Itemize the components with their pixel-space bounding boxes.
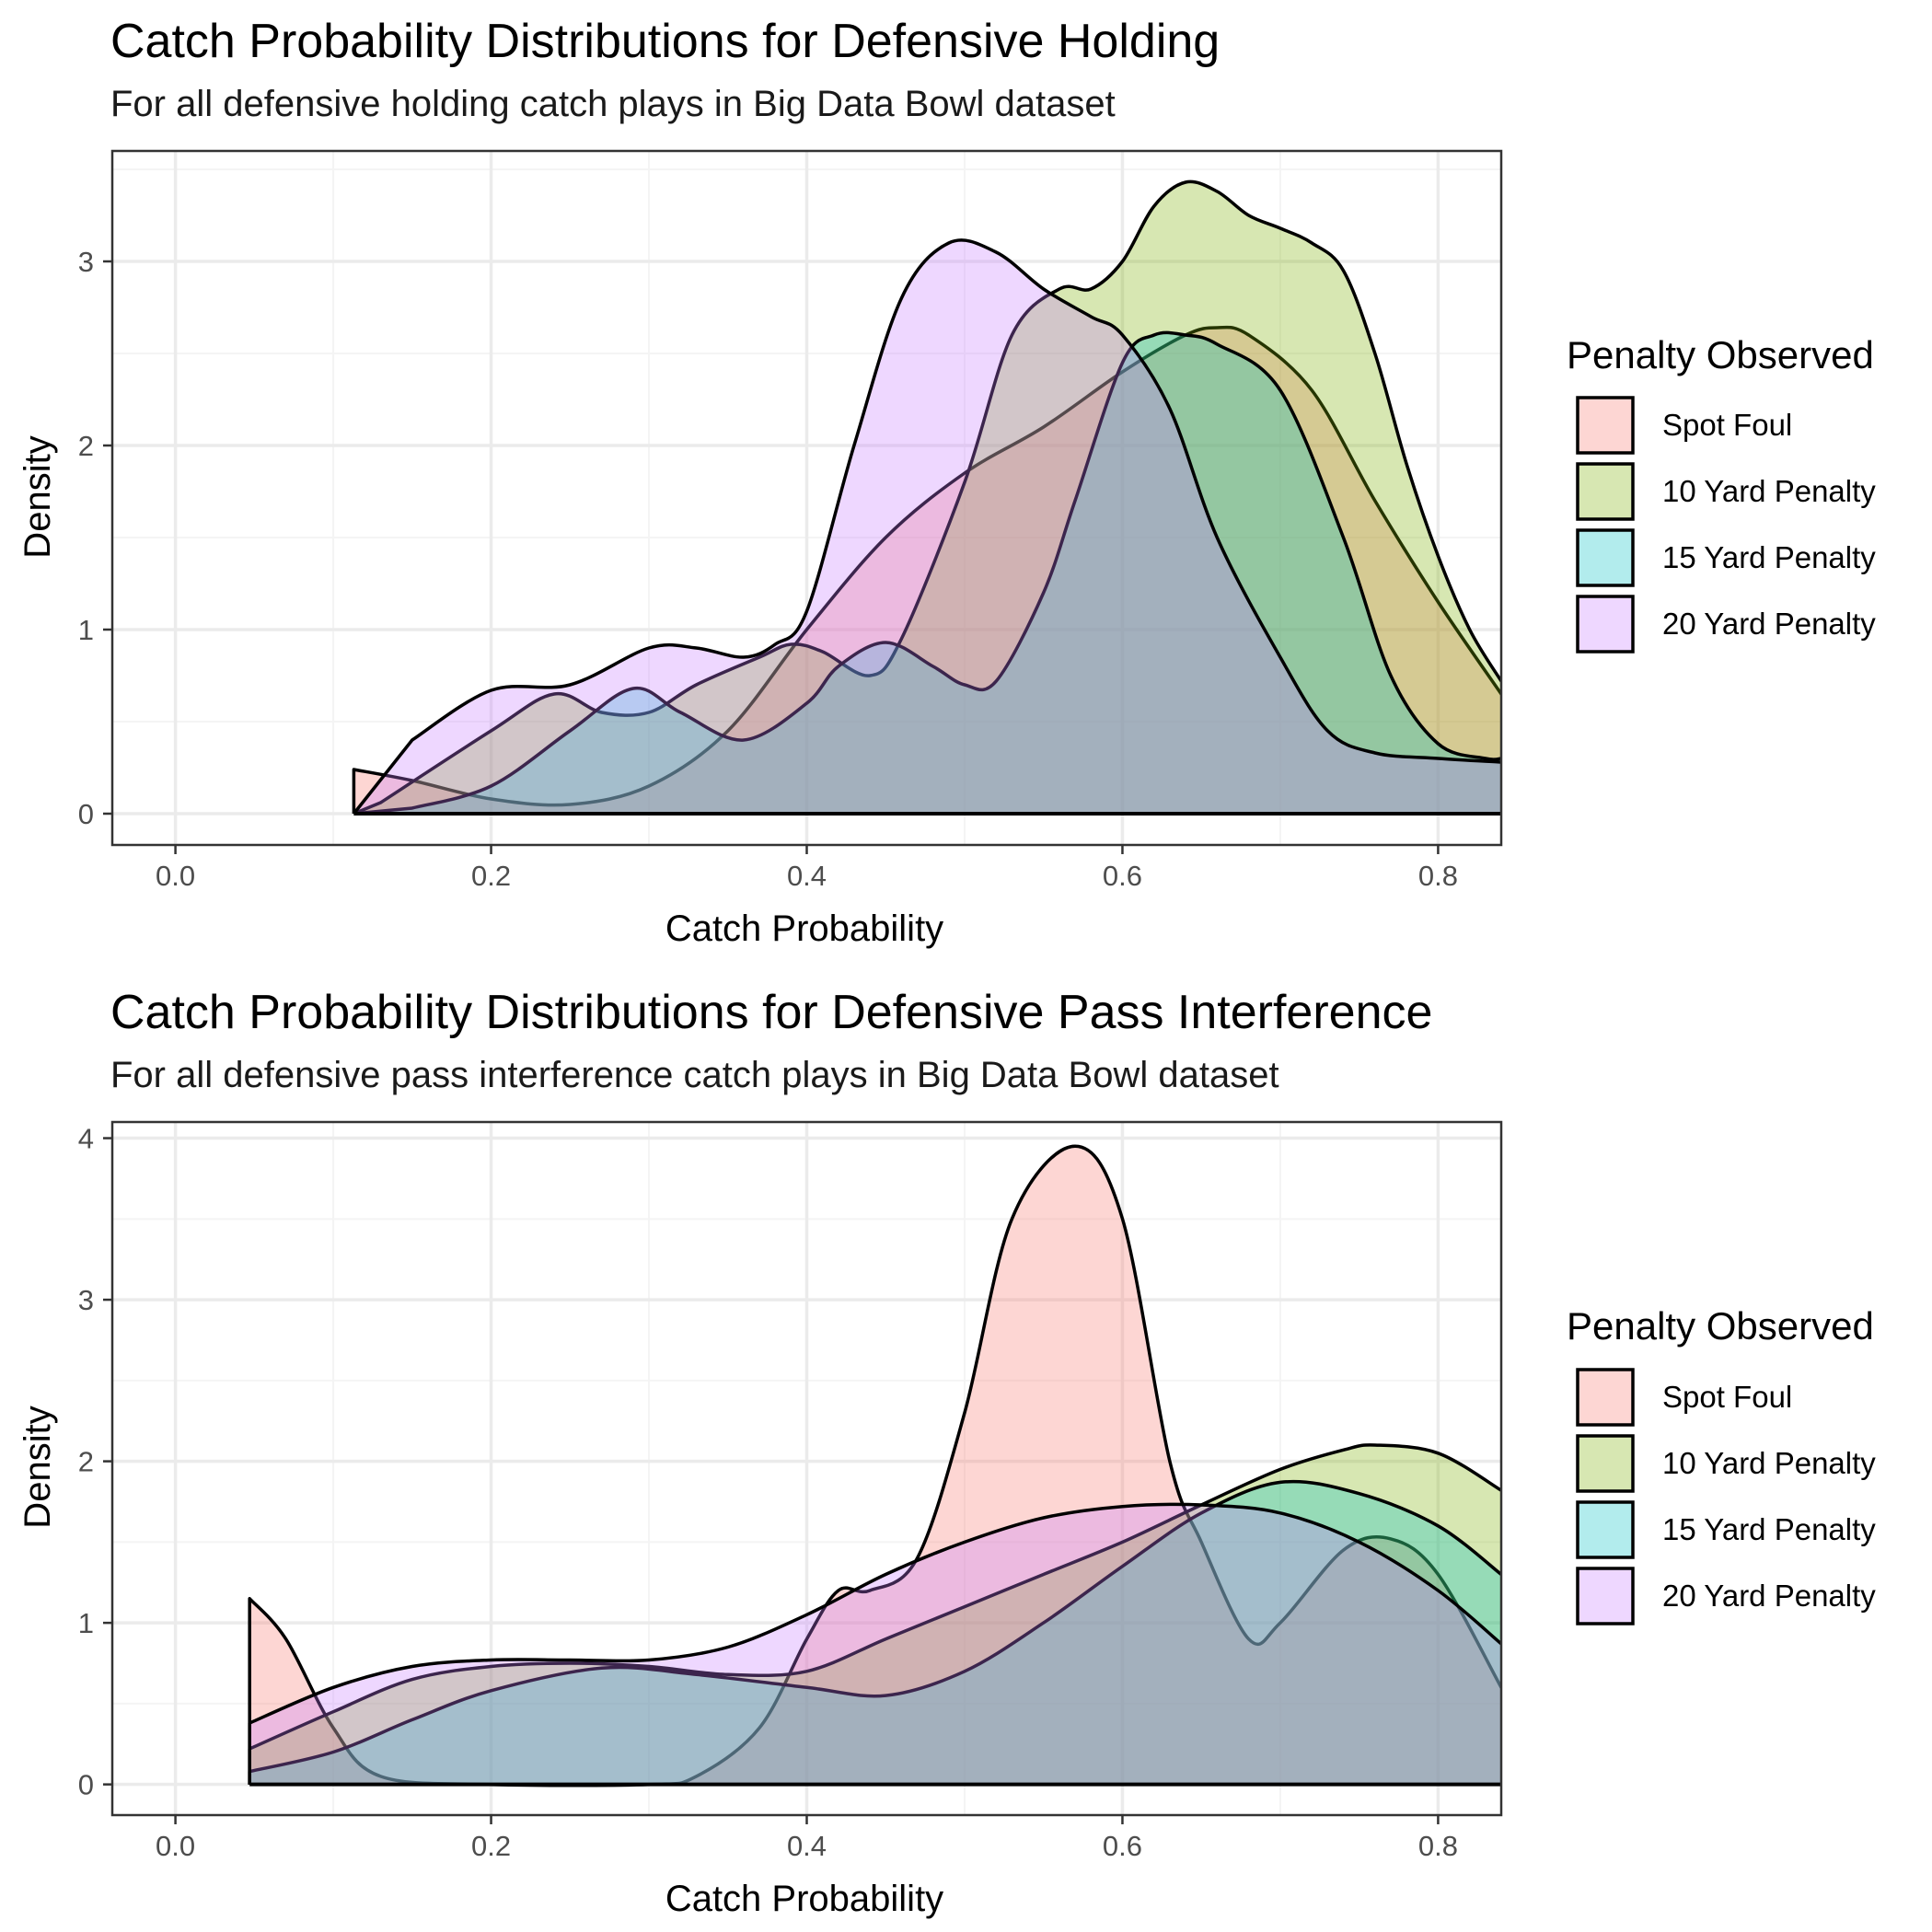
chart-subtitle: For all defensive holding catch plays in…: [110, 84, 1116, 124]
x-tick-label: 0.8: [1418, 1830, 1458, 1862]
density-10-yard-penalty-fill: [249, 1444, 1501, 1785]
legend-title: Penalty Observed: [1567, 1304, 1874, 1348]
legend-key: [1576, 1434, 1635, 1493]
legend: Penalty Observed Spot Foul 10 Yard Penalt…: [1567, 1304, 1876, 1625]
legend-key: [1576, 1567, 1635, 1625]
panel-border: [110, 149, 1503, 847]
y-tick-label: 4: [78, 1123, 94, 1155]
legend: Penalty Observed Spot Foul 10 Yard Penalt…: [1567, 333, 1876, 654]
legend-label: Spot Foul: [1662, 408, 1792, 442]
x-tick-label: 0.0: [156, 860, 195, 892]
x-axis-ticks: 0.0 0.2 0.4 0.6 0.8: [156, 1815, 1458, 1862]
x-tick-label: 0.2: [471, 1830, 511, 1862]
legend-item-spot-foul: Spot Foul: [1576, 396, 1792, 455]
legend-key: [1576, 528, 1635, 587]
y-tick-label: 0: [78, 798, 94, 830]
y-tick-label: 0: [78, 1769, 94, 1801]
density-15-yard-penalty-fill: [249, 1481, 1501, 1785]
density-areas: [352, 179, 1501, 816]
density-spot-foul-fill: [249, 1146, 1501, 1786]
legend-label: 20 Yard Penalty: [1662, 607, 1876, 641]
density-20-yard-penalty-fill: [249, 1504, 1501, 1785]
chart-title: Catch Probability Distributions for Defe…: [110, 986, 1432, 1039]
density-10-yard-penalty-fill: [353, 181, 1501, 814]
legend-label: 15 Yard Penalty: [1662, 540, 1876, 574]
legend-key: [1576, 1368, 1635, 1427]
y-tick-label: 2: [78, 1446, 94, 1478]
legend-label: 15 Yard Penalty: [1662, 1512, 1876, 1546]
y-axis-title: Density: [17, 435, 58, 558]
y-tick-label: 3: [78, 246, 94, 278]
legend-label: 10 Yard Penalty: [1662, 474, 1876, 508]
density-20-yard-penalty-outline: [248, 1502, 1501, 1785]
legend-item-15-yard-penalty: 15 Yard Penalty: [1576, 528, 1876, 587]
legend-item-20-yard-penalty: 20 Yard Penalty: [1576, 595, 1876, 654]
chart-title: Catch Probability Distributions for Defe…: [110, 15, 1220, 68]
x-tick-label: 0.8: [1418, 860, 1458, 892]
legend-key: [1576, 396, 1635, 455]
density-areas: [248, 1144, 1501, 1787]
legend-item-15-yard-penalty: 15 Yard Penalty: [1576, 1500, 1876, 1559]
y-axis-ticks: 0 1 2 3 4: [78, 1123, 112, 1801]
legend-item-spot-foul: Spot Foul: [1576, 1368, 1792, 1427]
legend-key: [1576, 462, 1635, 521]
legend-label: Spot Foul: [1662, 1380, 1792, 1414]
legend-key: [1576, 1500, 1635, 1559]
y-axis-title: Density: [17, 1406, 58, 1528]
density-15-yard-penalty-outline: [248, 1479, 1501, 1785]
x-tick-label: 0.4: [787, 1830, 827, 1862]
legend-label: 20 Yard Penalty: [1662, 1579, 1876, 1613]
y-axis-ticks: 0 1 2 3: [78, 246, 112, 830]
y-tick-label: 2: [78, 430, 94, 462]
density-20-yard-penalty-fill: [353, 239, 1501, 814]
x-tick-label: 0.0: [156, 1830, 195, 1862]
legend-title: Penalty Observed: [1567, 333, 1874, 376]
panel-border: [110, 1120, 1503, 1817]
holding-chart: Catch Probability Distributions for Defe…: [17, 15, 1876, 949]
legend-key: [1576, 595, 1635, 654]
y-tick-label: 1: [78, 1607, 94, 1639]
density-15-yard-penalty-fill: [353, 332, 1501, 814]
x-tick-label: 0.2: [471, 860, 511, 892]
pass-interference-chart: Catch Probability Distributions for Defe…: [17, 986, 1876, 1919]
legend-item-10-yard-penalty: 10 Yard Penalty: [1576, 1434, 1876, 1493]
chart-subtitle: For all defensive pass interference catc…: [110, 1055, 1279, 1095]
density-20-yard-penalty-outline: [353, 238, 1501, 816]
grid: [112, 1122, 1501, 1815]
legend-item-10-yard-penalty: 10 Yard Penalty: [1576, 462, 1876, 521]
x-axis-title: Catch Probability: [665, 1879, 943, 1919]
legend-item-20-yard-penalty: 20 Yard Penalty: [1576, 1567, 1876, 1625]
y-tick-label: 3: [78, 1284, 94, 1316]
x-axis-title: Catch Probability: [665, 908, 943, 949]
x-axis-ticks: 0.0 0.2 0.4 0.6 0.8: [156, 845, 1458, 892]
x-tick-label: 0.4: [787, 860, 827, 892]
density-spot-foul-fill: [353, 327, 1501, 814]
density-10-yard-penalty-outline: [248, 1443, 1501, 1785]
density-spot-foul-outline: [352, 325, 1501, 814]
legend-label: 10 Yard Penalty: [1662, 1446, 1876, 1480]
x-tick-label: 0.6: [1103, 860, 1142, 892]
y-tick-label: 1: [78, 614, 94, 646]
density-10-yard-penalty-outline: [353, 179, 1501, 816]
x-tick-label: 0.6: [1103, 1830, 1142, 1862]
density-15-yard-penalty-outline: [353, 330, 1501, 816]
